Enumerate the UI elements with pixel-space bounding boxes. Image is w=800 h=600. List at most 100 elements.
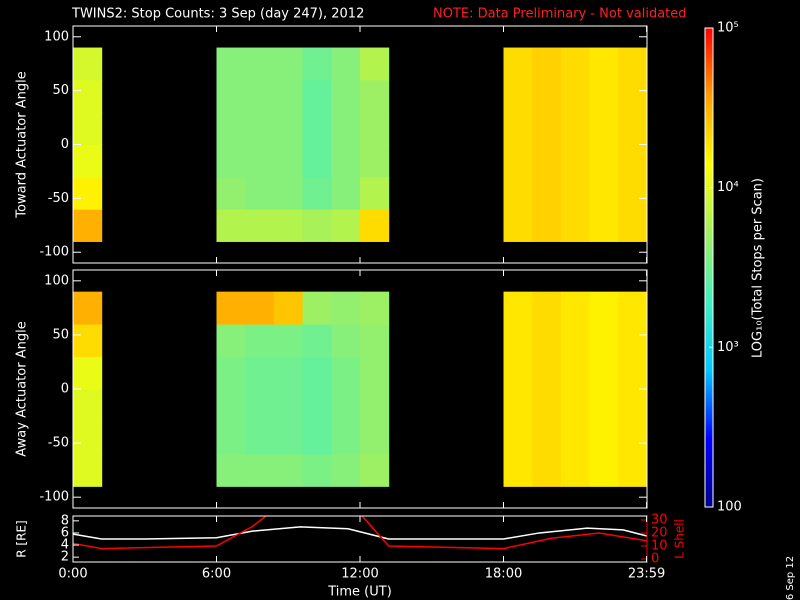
x-tick-label: 18:00 xyxy=(485,567,522,582)
heatmap-cell xyxy=(302,47,332,81)
colorbar-label: LOG₁₀(Total Stops per Scan) xyxy=(751,178,766,358)
colorbar-tick-label: 10³ xyxy=(717,340,739,355)
heatmap-cell xyxy=(360,144,390,178)
heatmap-cell xyxy=(273,209,304,242)
heatmap-cell xyxy=(532,421,562,455)
heatmap-cell xyxy=(618,356,648,390)
orbit-line xyxy=(73,526,647,540)
heatmap-cell xyxy=(273,79,304,113)
colorbar xyxy=(704,27,714,508)
heatmap-cell xyxy=(216,421,246,455)
x-tick-label: 0:00 xyxy=(58,567,87,582)
heatmap-cell xyxy=(245,176,275,210)
heatmap-cell xyxy=(331,209,361,242)
heatmap-cell xyxy=(532,144,562,178)
heatmap-cell xyxy=(73,47,103,81)
heatmap-cell xyxy=(360,356,390,390)
heatmap-cell xyxy=(331,421,361,455)
heatmap-cell xyxy=(532,291,562,325)
heatmap-cell xyxy=(302,176,332,210)
heatmap-cell xyxy=(73,144,103,178)
heatmap-cell xyxy=(503,389,533,422)
heatmap-cell xyxy=(302,79,332,113)
heatmap-cell xyxy=(302,324,332,358)
heatmap-cell xyxy=(245,453,275,487)
heatmap-cell xyxy=(216,144,246,178)
chart-title: TWINS2: Stop Counts: 3 Sep (day 247), 20… xyxy=(71,7,364,22)
heatmap-cell xyxy=(589,209,619,242)
y-tick-label: 6 xyxy=(61,525,69,540)
heatmap-cell xyxy=(302,389,332,422)
heatmap-cell xyxy=(589,421,619,455)
y-tick-label: -50 xyxy=(48,436,69,451)
heatmap-cell xyxy=(73,421,103,455)
y-tick-label: 8 xyxy=(61,513,69,528)
heatmap-cell xyxy=(532,209,562,242)
heatmap-cell xyxy=(560,176,591,210)
heatmap-cell xyxy=(245,144,275,178)
x-axis-label: Time (UT) xyxy=(327,585,392,600)
heatmap-cell xyxy=(360,47,390,81)
heatmap-cell xyxy=(245,356,275,390)
heatmap-cell xyxy=(216,324,246,358)
heatmap-cell xyxy=(216,176,246,210)
y2-tick-label: 10 xyxy=(651,539,668,554)
heatmap-cell xyxy=(589,144,619,178)
heatmap-cell xyxy=(589,47,619,81)
heatmap-cell xyxy=(331,453,361,487)
heatmap-cell xyxy=(532,47,562,81)
heatmap-cell xyxy=(331,291,361,325)
heatmap-cell xyxy=(360,209,390,242)
heatmap-cell xyxy=(560,324,591,358)
x-tick-label: 6:00 xyxy=(202,567,231,582)
heatmap-cell xyxy=(560,389,591,422)
heatmap-cell xyxy=(532,324,562,358)
heatmap-cell xyxy=(532,356,562,390)
y2-tick-label: 0 xyxy=(651,552,659,567)
y2-tick-label: 30 xyxy=(651,513,668,528)
heatmap-cell xyxy=(618,176,648,210)
heatmap-cell xyxy=(73,112,103,145)
heatmap-cell xyxy=(560,79,591,113)
heatmap-cell xyxy=(73,176,103,210)
heatmap-cell xyxy=(216,112,246,145)
heatmap-cell xyxy=(618,453,648,487)
heatmap-cell xyxy=(245,324,275,358)
heatmap-cell xyxy=(216,453,246,487)
heatmap-cell xyxy=(273,176,304,210)
y-tick-label: 50 xyxy=(52,327,69,342)
heatmap-cell xyxy=(73,453,103,487)
y-axis-label: Away Actuator Angle xyxy=(15,321,30,456)
heatmap-cell xyxy=(560,209,591,242)
heatmap-cell xyxy=(618,47,648,81)
heatmap-cell xyxy=(532,112,562,145)
heatmap-cell xyxy=(589,389,619,422)
heatmap-cell xyxy=(560,144,591,178)
heatmap-cell xyxy=(216,389,246,422)
heatmap-cell xyxy=(331,144,361,178)
heatmap-cell xyxy=(360,421,390,455)
heatmap-cell xyxy=(503,291,533,325)
heatmap-cell xyxy=(331,112,361,145)
heatmap-cell xyxy=(302,291,332,325)
heatmap-cell xyxy=(273,421,304,455)
y-tick-label: 0 xyxy=(61,382,69,397)
heatmap-cell xyxy=(216,79,246,113)
heatmap-cell xyxy=(503,324,533,358)
heatmap-cell xyxy=(532,389,562,422)
y-tick-label: -100 xyxy=(39,245,69,260)
heatmap-cell xyxy=(331,356,361,390)
heatmap-cell xyxy=(589,453,619,487)
heatmap-cell xyxy=(73,356,103,390)
y-tick-label: 100 xyxy=(44,29,69,44)
heatmap-cell xyxy=(618,421,648,455)
heatmap-cell xyxy=(73,324,103,358)
heatmap-cell xyxy=(302,421,332,455)
heatmap-cell xyxy=(302,209,332,242)
heatmap-cell xyxy=(589,79,619,113)
heatmap-cell xyxy=(503,47,533,81)
heatmap-cell xyxy=(302,356,332,390)
heatmap-cell xyxy=(618,79,648,113)
heatmap-cell xyxy=(560,421,591,455)
